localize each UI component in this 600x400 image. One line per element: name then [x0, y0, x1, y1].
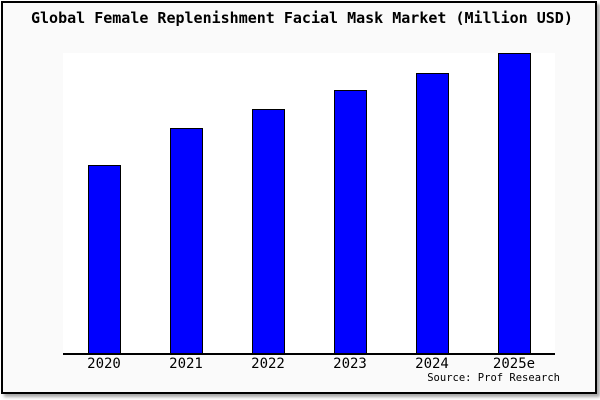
bar-2024	[415, 73, 449, 353]
bar-2023	[333, 90, 367, 353]
bar-2020	[87, 165, 121, 353]
chart-title: Global Female Replenishment Facial Mask …	[31, 9, 573, 27]
x-tick-label-2025e: 2025e	[492, 356, 536, 372]
plot-area	[63, 53, 555, 355]
bar-2025e	[497, 53, 531, 353]
bar-2021	[169, 128, 203, 353]
bar-2022	[251, 109, 285, 353]
x-axis-labels: 2020 2021 2022 2023 2024 2025e	[63, 356, 555, 374]
x-tick-label-2023: 2023	[333, 356, 367, 372]
x-tick-label-2021: 2021	[169, 356, 203, 372]
x-tick-label-2022: 2022	[251, 356, 285, 372]
source-note: Source: Prof Research	[427, 372, 560, 384]
x-tick-label-2020: 2020	[87, 356, 121, 372]
chart-frame: Global Female Replenishment Facial Mask …	[1, 1, 597, 394]
x-tick-label-2024: 2024	[415, 356, 449, 372]
